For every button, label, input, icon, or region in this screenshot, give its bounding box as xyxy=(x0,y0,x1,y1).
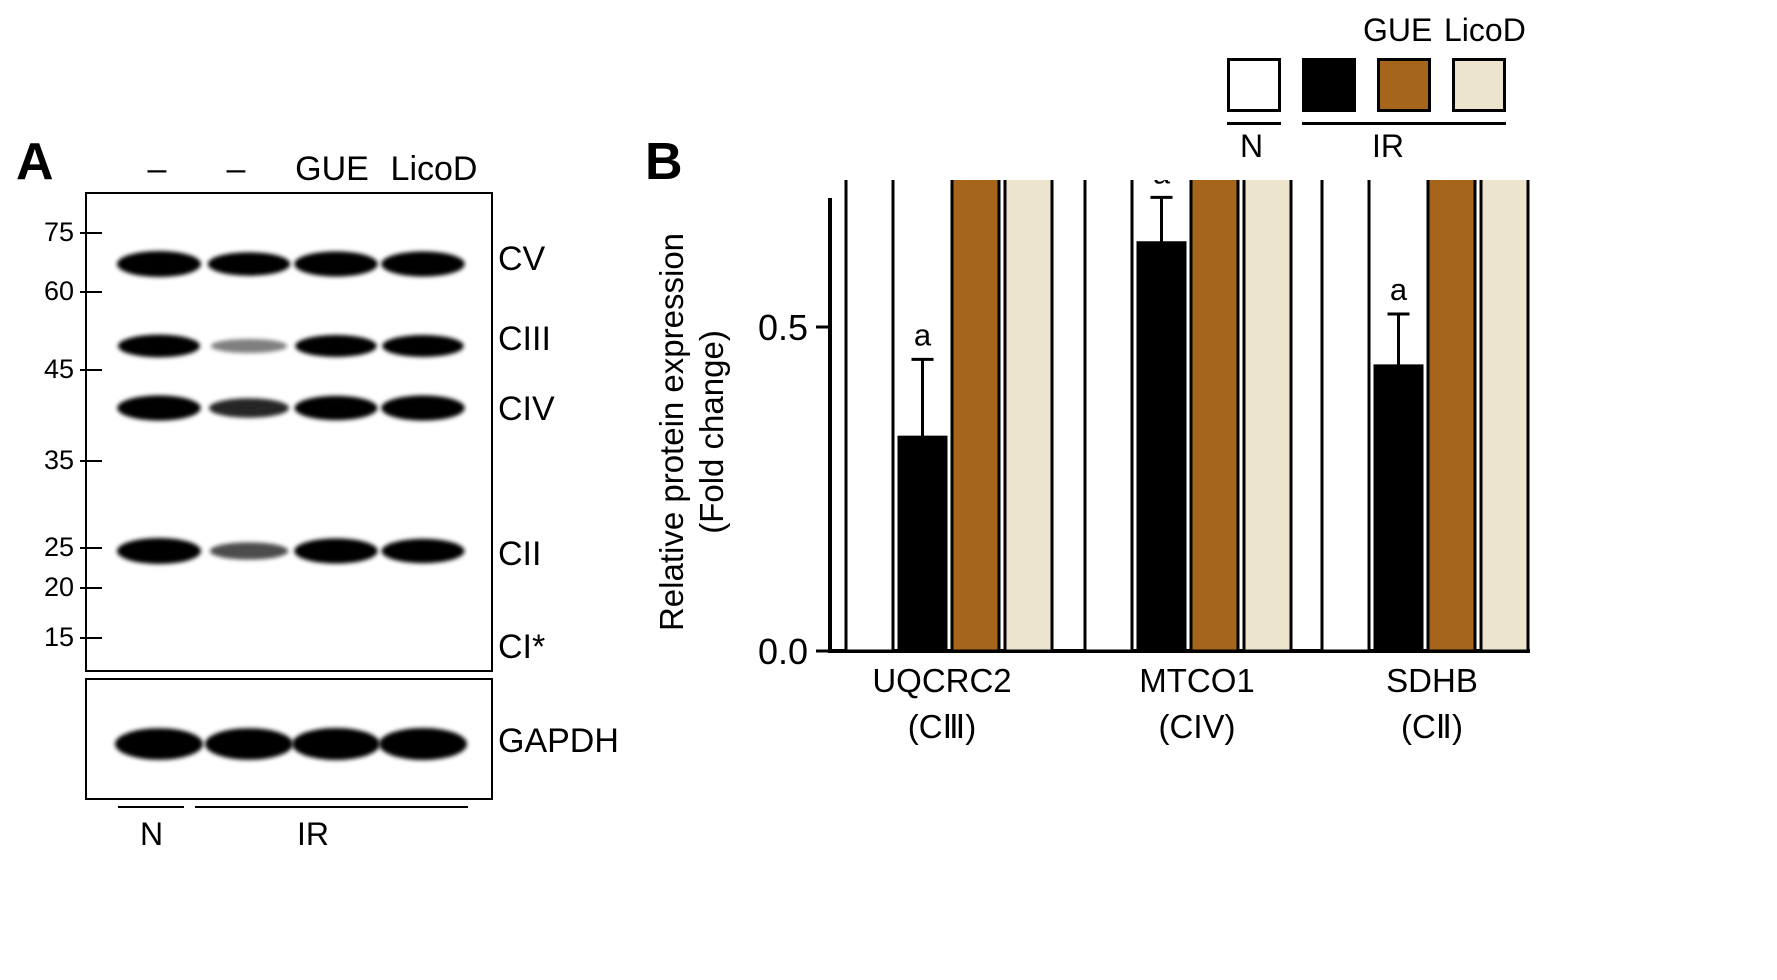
band-cii-lane-2 xyxy=(209,542,289,560)
y-axis-label-line2: (Fold change) xyxy=(693,330,730,534)
mw-marker-15: 15 xyxy=(43,622,74,652)
y-axis-label-line1: Relative protein expression xyxy=(653,232,690,632)
bar-gue-uqcrc2 xyxy=(950,180,1001,653)
band-cii-lane-1 xyxy=(117,538,201,564)
band-cv-lane-1 xyxy=(117,251,201,277)
band-civ-lane-3 xyxy=(294,395,378,421)
bar-chart: 0.00.51.0bbcbaaabbbbcb xyxy=(758,180,1530,672)
y-tick-label: 0.0 xyxy=(758,631,808,672)
legend-swatch-gue xyxy=(1377,58,1431,112)
group-line-ir xyxy=(195,806,468,808)
blot-bands xyxy=(117,251,465,564)
band-gapdh-lane-2 xyxy=(205,728,293,760)
band-cii-lane-4 xyxy=(381,538,465,564)
group-label-ir: IR xyxy=(297,816,329,852)
category-subunit: (CⅡ) xyxy=(1400,708,1464,745)
panel-a-letter: A xyxy=(16,133,54,191)
mw-tick-35 xyxy=(80,460,102,462)
mw-tick-25 xyxy=(80,547,102,549)
band-cv-lane-3 xyxy=(294,251,378,277)
legend-swatch-ir xyxy=(1302,58,1356,112)
legend-label-gue: GUE xyxy=(1363,12,1433,48)
lane-label-4: LicoD xyxy=(390,150,478,188)
category-subunit: (CⅢ) xyxy=(907,708,977,745)
bar-n-mtco1 xyxy=(1083,180,1134,653)
band-civ-lane-1 xyxy=(117,395,201,421)
band-gapdh-lane-1 xyxy=(115,728,203,760)
gapdh-bands xyxy=(115,728,467,760)
band-label-cii: CII xyxy=(498,535,542,573)
category-label-mtco1: MTCO1 (CIV) xyxy=(1067,658,1327,750)
band-label-cv: CV xyxy=(498,240,546,278)
band-ciii-lane-4 xyxy=(382,335,464,357)
significance-letter: a xyxy=(914,317,932,352)
category-name: MTCO1 xyxy=(1139,662,1255,699)
bar-licod-sdhb xyxy=(1479,180,1530,653)
bar-n-sdhb xyxy=(1320,180,1371,653)
mw-marker-45: 45 xyxy=(43,354,74,384)
legend-line-n xyxy=(1227,122,1281,125)
mw-tick-45 xyxy=(80,369,102,371)
group-label-n: N xyxy=(140,816,164,852)
band-cii-lane-3 xyxy=(294,538,378,564)
category-name: UQCRC2 xyxy=(872,662,1012,699)
band-gapdh-lane-3 xyxy=(292,728,380,760)
significance-letter: a xyxy=(1390,272,1408,307)
legend-label-licod: LicoD xyxy=(1444,12,1526,48)
bar-ir-sdhb xyxy=(1373,364,1424,653)
category-label-sdhb: SDHB (CⅡ) xyxy=(1302,658,1562,750)
panel-b-letter: B xyxy=(645,133,683,191)
bar-ir-mtco1 xyxy=(1136,241,1187,653)
legend-group-n: N xyxy=(1240,128,1264,164)
mw-marker-75: 75 xyxy=(43,217,74,247)
bar-licod-uqcrc2 xyxy=(1003,180,1054,653)
band-label-ci: CI* xyxy=(498,628,546,666)
group-line-n xyxy=(118,806,184,808)
legend-group-ir: IR xyxy=(1372,128,1404,164)
mw-tick-75 xyxy=(80,232,102,234)
mw-tick-60 xyxy=(80,291,102,293)
lane-label-2: – xyxy=(226,150,246,188)
legend-swatch-n xyxy=(1227,58,1281,112)
significance-letter: a xyxy=(1153,180,1171,190)
band-ciii-lane-2 xyxy=(210,339,288,353)
mw-tick-15 xyxy=(80,637,102,639)
band-civ-lane-4 xyxy=(381,395,465,421)
bar-gue-mtco1 xyxy=(1189,180,1240,653)
y-tick-label: 0.5 xyxy=(758,307,808,348)
band-label-gapdh: GAPDH xyxy=(498,722,619,760)
mw-marker-60: 60 xyxy=(43,276,74,306)
bar-n-uqcrc2 xyxy=(844,180,895,653)
mw-marker-25: 25 xyxy=(43,532,74,562)
band-ciii-lane-1 xyxy=(118,334,200,358)
band-cv-lane-2 xyxy=(207,252,291,276)
category-name: SDHB xyxy=(1386,662,1478,699)
legend-swatch-licod xyxy=(1452,58,1506,112)
category-label-uqcrc2: UQCRC2 (CⅢ) xyxy=(812,658,1072,750)
lane-label-3: GUE xyxy=(295,150,369,188)
band-gapdh-lane-4 xyxy=(379,728,467,760)
mw-marker-20: 20 xyxy=(43,572,74,602)
mw-tick-20 xyxy=(80,587,102,589)
band-label-ciii: CIII xyxy=(498,320,551,358)
lane-label-1: – xyxy=(147,150,167,188)
mw-marker-35: 35 xyxy=(43,445,74,475)
band-ciii-lane-3 xyxy=(295,335,377,357)
western-blot-main xyxy=(85,192,493,672)
category-subunit: (CIV) xyxy=(1158,708,1236,745)
legend-line-ir xyxy=(1302,122,1506,125)
band-cv-lane-4 xyxy=(381,251,465,277)
bar-licod-mtco1 xyxy=(1242,180,1293,653)
band-civ-lane-2 xyxy=(209,398,289,418)
bar-gue-sdhb xyxy=(1426,180,1477,653)
bar-ir-uqcrc2 xyxy=(897,435,948,653)
western-blot-gapdh xyxy=(85,678,493,800)
band-label-civ: CIV xyxy=(498,390,555,428)
